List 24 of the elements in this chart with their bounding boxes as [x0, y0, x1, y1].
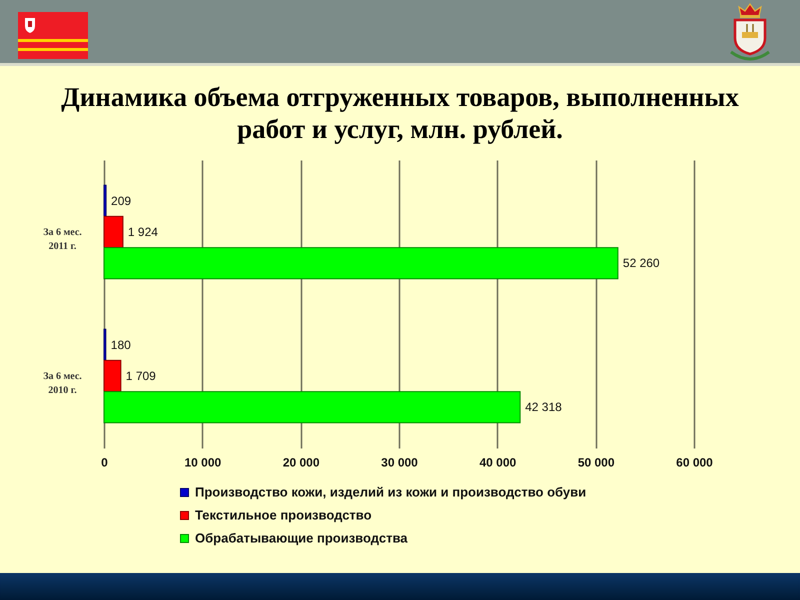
x-tick-label: 30 000 [381, 456, 418, 470]
data-label: 42 318 [525, 400, 562, 414]
bar [104, 247, 618, 280]
x-tick-label: 60 000 [676, 456, 714, 470]
bar [104, 184, 107, 217]
bar [104, 216, 124, 248]
x-tick-label: 40 000 [479, 456, 517, 470]
legend-label: Текстильное производство [195, 508, 372, 522]
legend-label: Производство кожи, изделий из кожи и производство обуви [195, 484, 586, 500]
data-label: 1 709 [126, 369, 156, 383]
x-tick-label: 50 000 [578, 456, 615, 470]
data-label: 1 924 [128, 225, 158, 239]
y-tick-label: За 6 мес. 2011 г. [43, 227, 82, 252]
x-tick-label: 0 [101, 456, 108, 470]
legend-label: Обрабатывающие производства [195, 530, 408, 546]
data-label: 52 260 [622, 256, 660, 270]
chart-title: Динамика объема отгруженных товаров, выполненных работ и услуг, млн. рублей. [60, 81, 740, 145]
data-label: 209 [111, 194, 132, 208]
data-label: 180 [110, 338, 132, 352]
x-tick-label: 10 000 [184, 456, 222, 470]
bar [104, 360, 122, 392]
y-tick-label: За 6 мес. 2010 г. [43, 371, 82, 396]
x-tick-label: 20 000 [282, 456, 320, 470]
bar [104, 391, 521, 424]
